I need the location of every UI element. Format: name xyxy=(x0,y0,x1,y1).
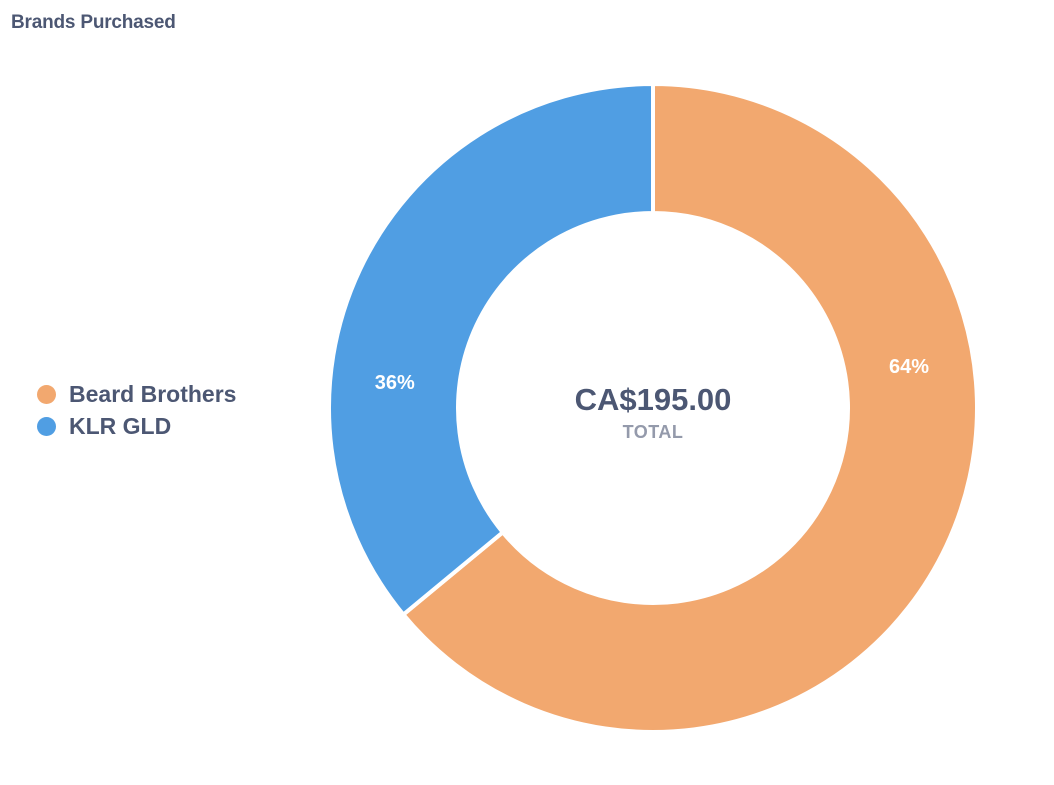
donut-slices xyxy=(327,81,980,734)
slice-label-klr-gld: 36% xyxy=(375,372,415,394)
legend-swatch-beard-brothers xyxy=(37,384,56,404)
donut-center-value: CA$195.00 xyxy=(575,382,732,417)
donut-slice-klr-gld[interactable] xyxy=(327,81,655,618)
donut-center-label: TOTAL xyxy=(623,422,684,442)
chart-legend: Beard Brothers KLR GLD xyxy=(37,381,236,439)
legend-item-beard-brothers[interactable]: Beard Brothers xyxy=(37,381,236,407)
donut-slice-labels: 64% 36% xyxy=(375,356,929,394)
slice-label-beard-brothers: 64% xyxy=(889,356,929,378)
legend-item-klr-gld[interactable]: KLR GLD xyxy=(37,413,236,439)
legend-swatch-klr-gld xyxy=(37,416,56,436)
legend-label-klr-gld: KLR GLD xyxy=(69,412,172,439)
donut-slice-beard-brothers[interactable] xyxy=(400,81,980,734)
card-title: Brands Purchased xyxy=(11,12,176,33)
legend-label-beard-brothers: Beard Brothers xyxy=(69,380,237,407)
